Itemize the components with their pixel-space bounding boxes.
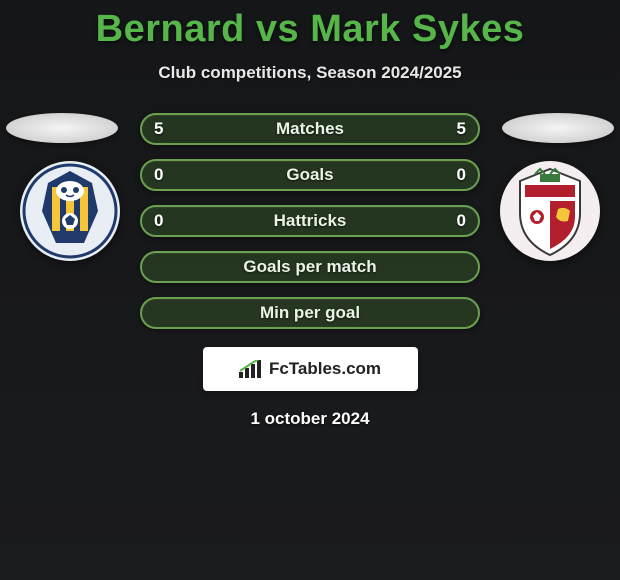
stat-right-value: 5: [457, 119, 466, 139]
stat-left-value: 5: [154, 119, 163, 139]
crest-left-icon: [20, 161, 120, 261]
page-title: Bernard vs Mark Sykes: [0, 0, 620, 51]
stat-bar-min-per-goal: Min per goal: [140, 297, 480, 329]
watermark-text: FcTables.com: [269, 359, 381, 379]
stat-label: Hattricks: [274, 211, 347, 231]
stat-bar-hattricks: 0 Hattricks 0: [140, 205, 480, 237]
stat-label: Min per goal: [260, 303, 360, 323]
ellipse-left: [6, 113, 118, 143]
crest-right-icon: [500, 161, 600, 261]
stat-label: Goals per match: [243, 257, 376, 277]
stat-right-value: 0: [457, 165, 466, 185]
comparison-panel: 5 Matches 5 0 Goals 0 0 Hattricks 0 Goal…: [0, 113, 620, 429]
date-text: 1 october 2024: [0, 409, 620, 429]
stat-left-value: 0: [154, 165, 163, 185]
title-text: Bernard vs Mark Sykes: [96, 8, 525, 50]
stat-left-value: 0: [154, 211, 163, 231]
club-crest-left: [20, 161, 120, 261]
stat-right-value: 0: [457, 211, 466, 231]
stat-label: Matches: [276, 119, 344, 139]
stat-bar-goals: 0 Goals 0: [140, 159, 480, 191]
ellipse-right: [502, 113, 614, 143]
stat-bar-matches: 5 Matches 5: [140, 113, 480, 145]
stat-bar-goals-per-match: Goals per match: [140, 251, 480, 283]
subtitle: Club competitions, Season 2024/2025: [0, 63, 620, 83]
stat-bars: 5 Matches 5 0 Goals 0 0 Hattricks 0 Goal…: [140, 113, 480, 329]
stat-label: Goals: [286, 165, 333, 185]
club-crest-right: [500, 161, 600, 261]
bar-chart-icon: [239, 360, 263, 378]
watermark: FcTables.com: [203, 347, 418, 391]
